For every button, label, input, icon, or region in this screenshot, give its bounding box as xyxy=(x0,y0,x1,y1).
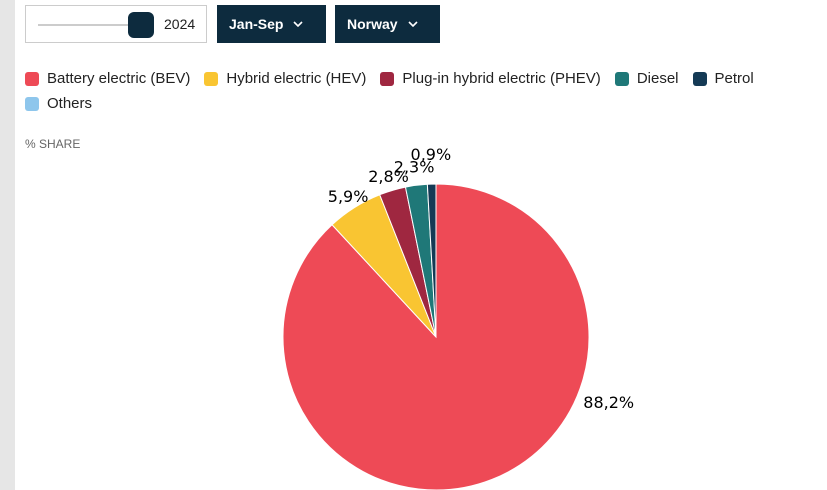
chevron xyxy=(293,21,304,27)
legend-label: Petrol xyxy=(714,70,754,87)
legend-swatch xyxy=(204,71,219,86)
legend-swatch xyxy=(614,71,629,86)
legend: Battery electric (BEV) Hybrid electric (H… xyxy=(25,70,815,112)
legend-item[interactable]: Battery electric (BEV) xyxy=(25,70,190,87)
legend-swatch xyxy=(25,71,39,86)
side-strip xyxy=(0,0,15,490)
legend-item[interactable]: Plug-in hybrid electric (PHEV) xyxy=(380,70,601,87)
data-label: 5,9% xyxy=(328,187,369,206)
legend-item[interactable]: Hybrid electric (HEV) xyxy=(204,70,366,87)
legend-item[interactable]: Others xyxy=(25,95,92,112)
year-slider[interactable]: 2024 xyxy=(25,5,207,43)
data-label: 2,8% xyxy=(368,167,409,186)
legend-swatch xyxy=(380,71,395,86)
legend-label: Hybrid electric (HEV) xyxy=(226,70,367,87)
chevron xyxy=(408,21,418,27)
legend-item[interactable]: Diesel xyxy=(614,70,679,87)
country-dropdown[interactable]: Norway xyxy=(335,5,440,43)
data-label: 0,9% xyxy=(411,145,452,164)
slider-thumb[interactable] xyxy=(128,12,154,38)
data-label: 88,2% xyxy=(583,393,634,412)
data-label: 2,3% xyxy=(394,157,435,176)
legend-label: Diesel xyxy=(636,70,679,87)
legend-label: Plug-in hybrid electric (PHEV) xyxy=(402,70,601,87)
legend-swatch xyxy=(692,71,707,86)
country-label: Norway xyxy=(347,16,398,32)
legend-label: Battery electric (BEV) xyxy=(47,70,191,87)
legend-item[interactable]: Petrol xyxy=(692,70,754,87)
legend-swatch xyxy=(25,96,39,111)
period-dropdown[interactable]: Jan-Sep xyxy=(217,5,326,43)
subtitle: % SHARE xyxy=(25,137,81,151)
legend-label: Others xyxy=(47,95,93,112)
slider-track xyxy=(38,24,148,26)
year-label: 2024 xyxy=(164,16,196,32)
period-label: Jan-Sep xyxy=(229,16,284,32)
